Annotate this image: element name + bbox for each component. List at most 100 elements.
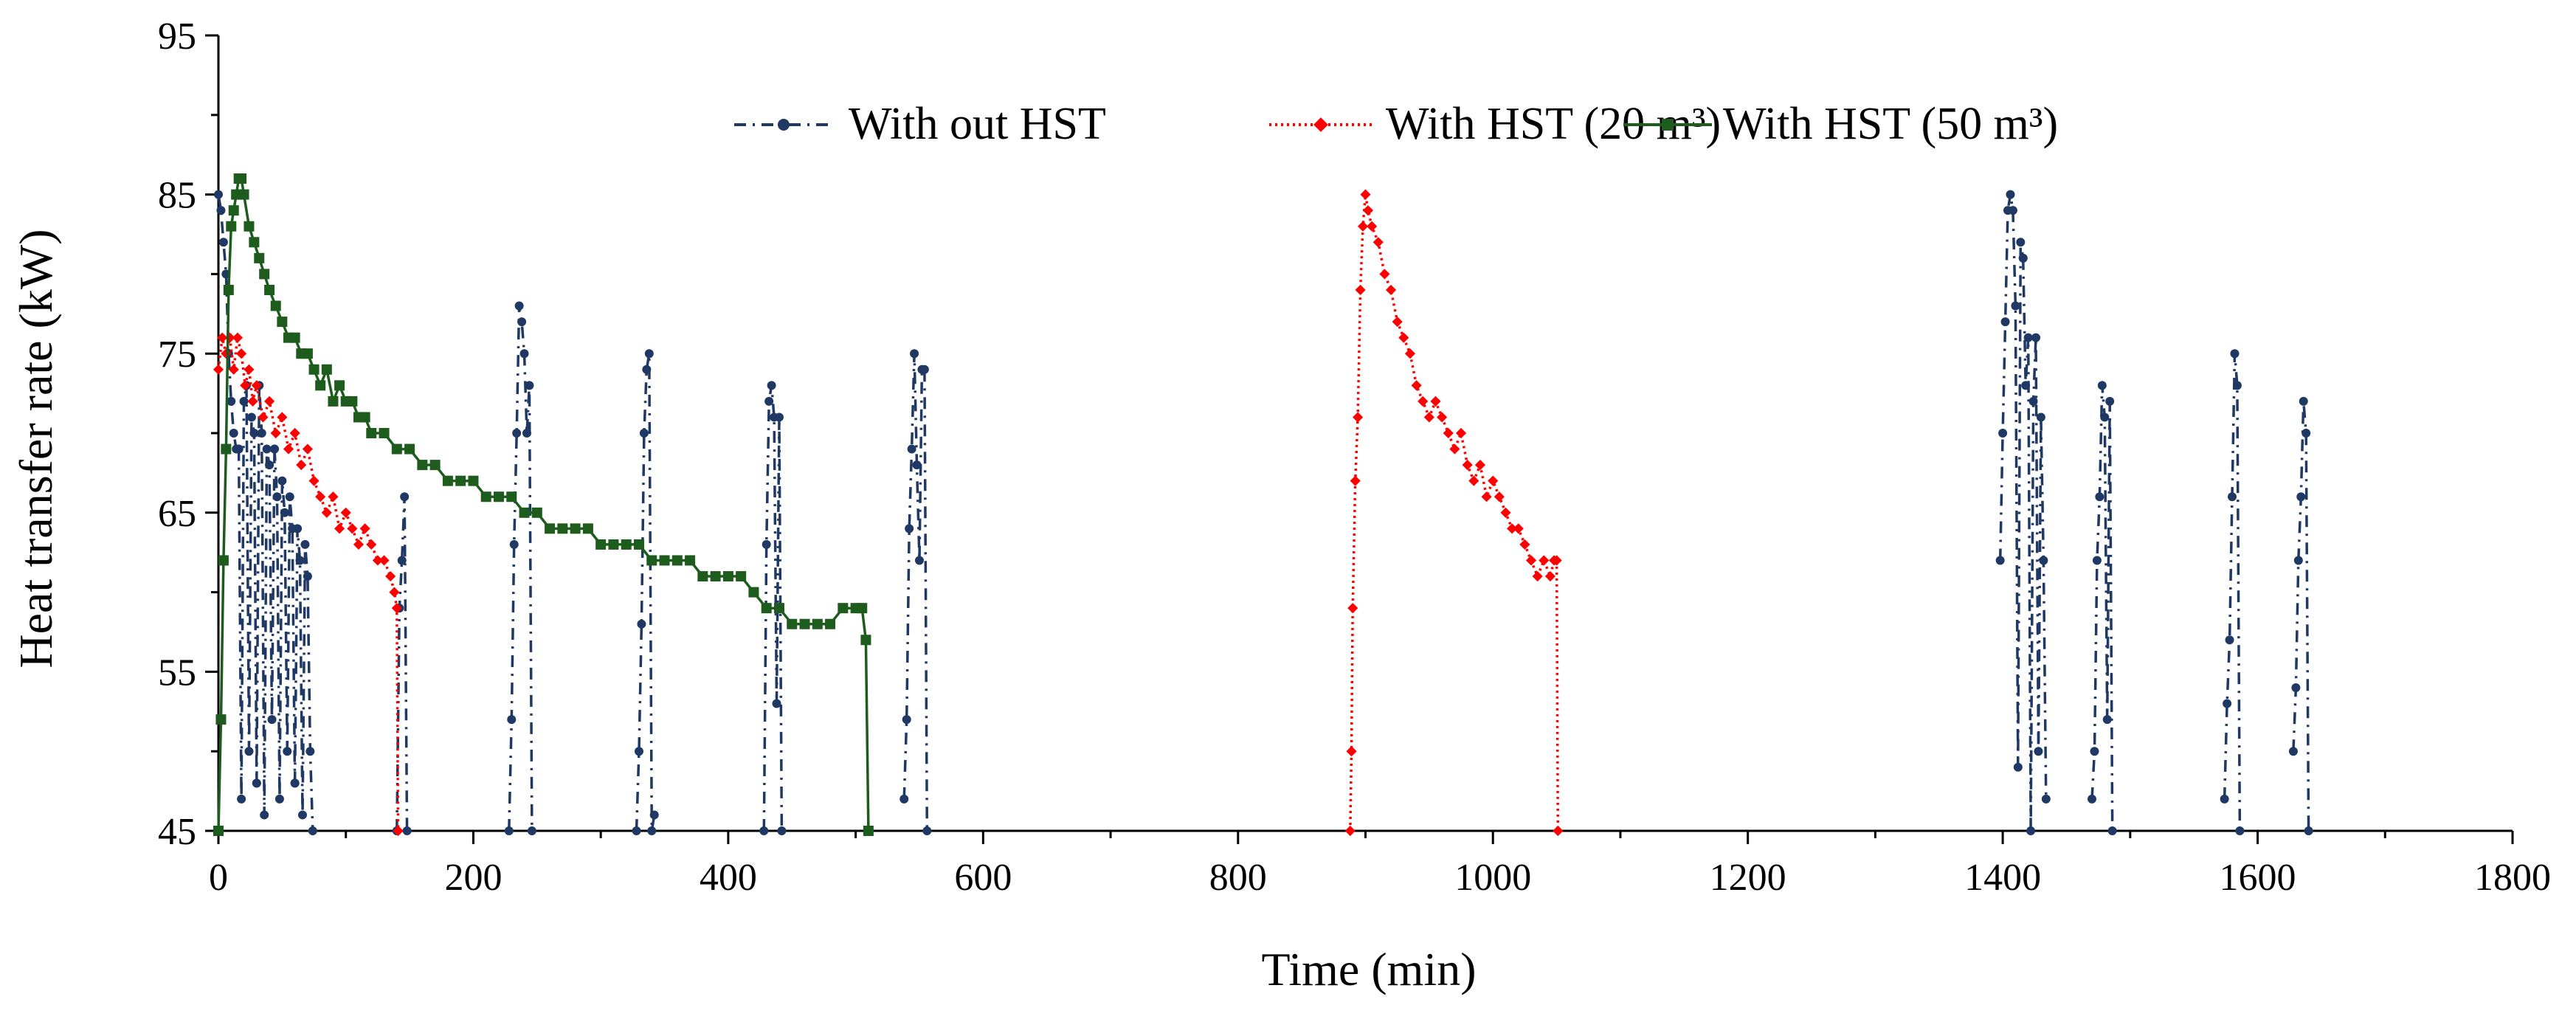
data-point (404, 443, 415, 455)
data-point (493, 491, 504, 502)
data-point (259, 269, 270, 280)
data-point (2028, 396, 2038, 406)
data-point (240, 380, 251, 391)
data-point (519, 507, 530, 518)
series-line (635, 352, 656, 832)
data-point (2102, 715, 2112, 725)
data-point (2223, 699, 2232, 708)
data-point (227, 396, 236, 406)
data-point (2235, 826, 2245, 835)
data-point (213, 364, 224, 375)
data-point (389, 587, 400, 598)
data-point (1481, 491, 1492, 502)
data-point (277, 412, 288, 423)
series-2 (213, 173, 874, 836)
data-point (2291, 683, 2301, 692)
data-point (328, 395, 339, 407)
data-point (1344, 825, 1356, 837)
data-point (825, 618, 836, 629)
data-point (2006, 190, 2015, 199)
data-point (2230, 349, 2240, 359)
data-point (480, 491, 491, 502)
legend-marker-without-hst (778, 119, 790, 131)
data-point (289, 427, 300, 439)
data-point (2031, 333, 2041, 342)
data-point (379, 428, 390, 438)
data-point (748, 587, 759, 598)
legend-marker-hst-20 (1313, 117, 1328, 132)
data-point (290, 778, 300, 788)
y-tick-label: 85 (158, 175, 196, 217)
data-point (308, 826, 317, 835)
data-point (659, 555, 670, 566)
series-line (273, 449, 297, 801)
data-point (1398, 332, 1409, 343)
data-point (308, 364, 320, 375)
data-point (244, 747, 254, 756)
data-point (228, 205, 239, 216)
data-point (251, 380, 262, 391)
data-point (2034, 747, 2043, 756)
data-point (736, 571, 747, 582)
data-point (2225, 635, 2234, 645)
data-point (1513, 523, 1524, 534)
y-tick-label: 55 (158, 652, 196, 694)
data-point (1462, 460, 1473, 471)
data-point (237, 794, 246, 804)
data-point (545, 523, 556, 534)
data-point (514, 301, 524, 311)
series-0 (214, 190, 2313, 835)
series-line (1349, 193, 1560, 832)
data-point (1474, 460, 1486, 471)
data-point (637, 619, 646, 629)
data-point (218, 238, 228, 247)
x-tick-label: 1200 (1710, 857, 1786, 899)
data-point (799, 618, 810, 629)
data-point (761, 603, 772, 614)
data-point (2039, 556, 2048, 565)
data-point (272, 492, 282, 502)
data-point (582, 523, 593, 534)
series-line (902, 352, 929, 832)
data-point (2088, 794, 2097, 804)
data-point (283, 443, 294, 455)
data-point (257, 429, 266, 438)
data-point (762, 539, 771, 549)
data-point (285, 492, 294, 502)
data-point (297, 810, 307, 820)
data-point (759, 826, 769, 835)
data-point (393, 825, 404, 837)
data-point (328, 491, 339, 502)
data-point (217, 332, 228, 343)
data-point (267, 715, 277, 725)
data-point (397, 556, 407, 565)
data-point (1488, 475, 1499, 486)
data-point (2232, 381, 2242, 390)
data-point (2304, 826, 2313, 835)
data-point (2105, 396, 2115, 406)
data-point (1355, 284, 1366, 296)
data-point (767, 381, 776, 390)
data-point (277, 476, 287, 486)
series-line (2021, 258, 2048, 832)
series-line (217, 194, 239, 451)
data-point (239, 396, 249, 406)
data-point (1532, 570, 1543, 582)
data-point (525, 381, 534, 390)
data-point (223, 284, 234, 295)
data-point (258, 412, 269, 423)
data-point (1430, 395, 1441, 407)
data-point (644, 349, 654, 359)
data-point (334, 380, 345, 391)
data-point (1350, 475, 1361, 486)
data-point (1449, 443, 1460, 455)
data-point (922, 826, 932, 835)
data-point (522, 429, 531, 438)
data-point (621, 539, 632, 550)
series-1 (213, 189, 1564, 837)
data-point (2100, 412, 2110, 422)
x-tick-label: 1400 (1964, 857, 2041, 899)
data-point (2011, 301, 2020, 311)
data-point (236, 173, 247, 184)
data-point (260, 810, 269, 820)
